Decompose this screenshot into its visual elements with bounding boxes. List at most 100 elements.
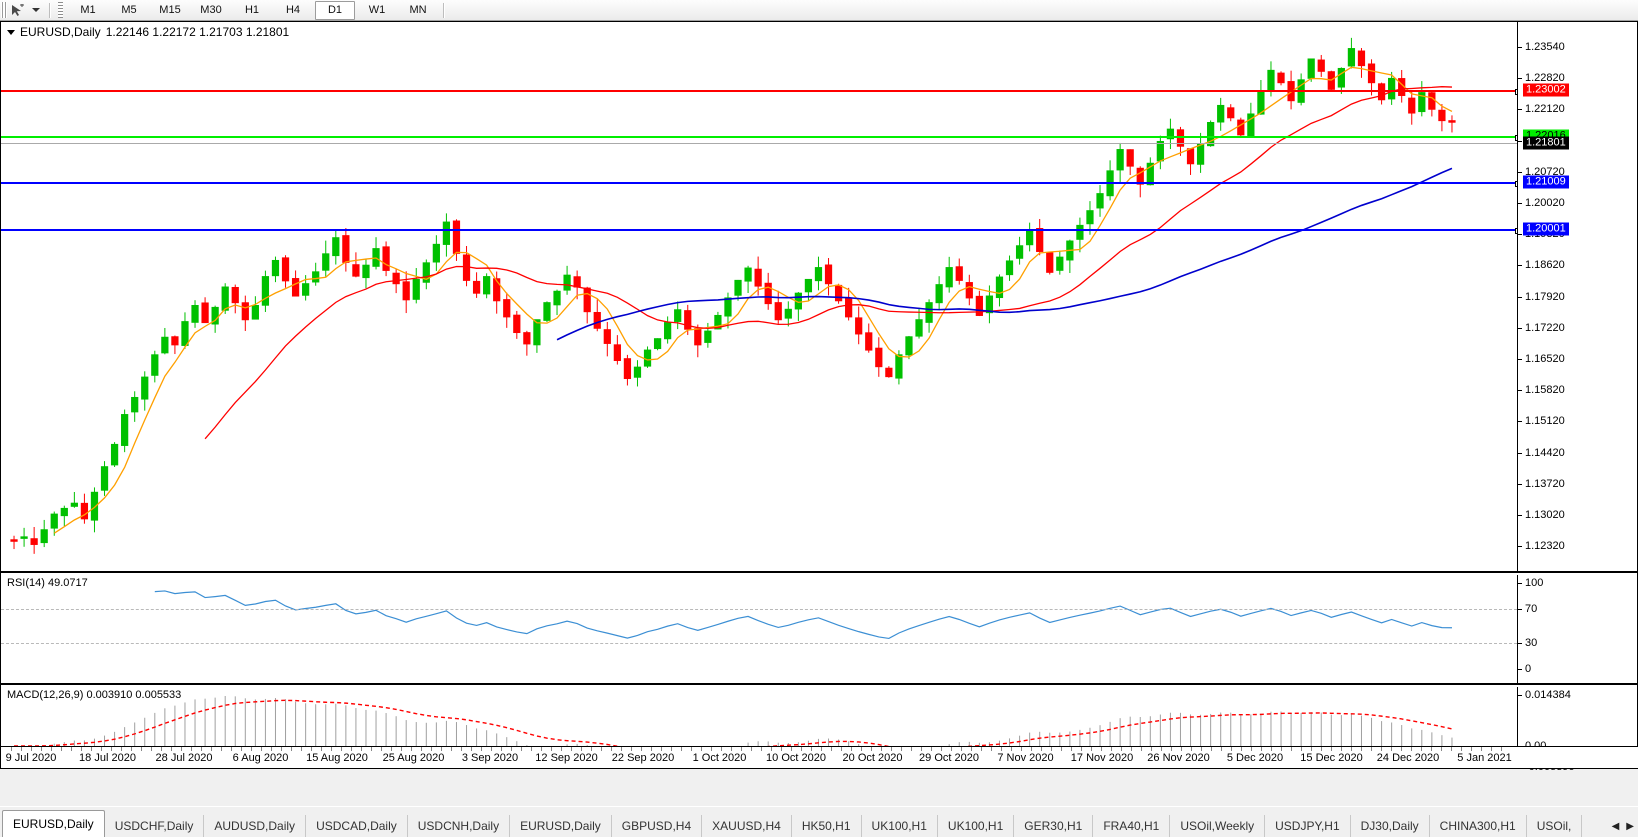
date-minor-tick — [621, 747, 622, 751]
chart-tab-active[interactable]: EURUSD,Daily — [2, 810, 105, 837]
rsi-pane[interactable]: RSI(14) 49.0717 100 70 30 0 — [1, 575, 1637, 685]
chart-symbol-header: EURUSD,Daily 1.22146 1.22172 1.21703 1.2… — [7, 25, 289, 39]
date-minor-tick — [1231, 747, 1232, 751]
chart-tab[interactable]: GBPUSD,H4 — [612, 815, 703, 837]
date-tick-label: 12 Sep 2020 — [535, 752, 598, 764]
chart-tab[interactable]: USOil, — [1527, 815, 1583, 837]
rsi-level-30 — [1, 643, 1517, 644]
chart-tab[interactable]: UK100,H1 — [938, 815, 1015, 837]
price-pane[interactable]: EURUSD,Daily 1.22146 1.22172 1.21703 1.2… — [1, 22, 1637, 573]
chevron-left-icon[interactable]: ◀ — [1611, 820, 1620, 832]
timeframe-m1[interactable]: M1 — [80, 4, 96, 16]
chart-tab[interactable]: FRA40,H1 — [1093, 815, 1171, 837]
price-scale[interactable]: 1.235401.228201.221201.214201.207201.200… — [1517, 22, 1637, 571]
rsi-tick-label: 0 — [1525, 663, 1532, 675]
chevron-down-icon[interactable] — [7, 29, 15, 35]
chart-area[interactable]: EURUSD,Daily 1.22146 1.22172 1.21703 1.2… — [0, 21, 1638, 773]
date-scale[interactable]: 9 Jul 2020 18 Jul 2020 28 Jul 2020 6 Aug 20… — [1, 746, 1638, 768]
date-minor-tick — [661, 747, 662, 751]
chart-tab-bar[interactable]: EURUSD,Daily USDCHF,Daily AUDUSD,Daily USDC… — [0, 806, 1638, 837]
date-minor-tick — [131, 747, 132, 751]
price-tick-label: 1.13020 — [1525, 509, 1565, 521]
date-minor-tick — [1031, 747, 1032, 751]
chart-tab[interactable]: CHINA300,H1 — [1430, 815, 1527, 837]
chart-tab[interactable]: DJ30,Daily — [1351, 815, 1430, 837]
price-tick-label: 1.17220 — [1525, 321, 1565, 334]
date-minor-tick — [431, 747, 432, 751]
date-minor-tick — [511, 747, 512, 751]
tab-scroll-controls[interactable]: ◀ ▶ — [1608, 815, 1638, 837]
price-badge[interactable]: 1.20001 — [1523, 222, 1569, 236]
chart-tab[interactable]: HK50,H1 — [792, 815, 862, 837]
date-minor-tick — [1441, 747, 1442, 751]
hline-level-blue-upper[interactable] — [1, 181, 1521, 187]
price-tick — [1518, 421, 1522, 423]
chart-tab[interactable]: EURUSD,Daily — [510, 815, 612, 837]
date-minor-tick — [1151, 747, 1152, 751]
date-minor-tick — [171, 747, 172, 751]
timeframe-m5[interactable]: M5 — [121, 4, 137, 16]
date-minor-tick — [411, 747, 412, 751]
date-minor-tick — [1131, 747, 1132, 751]
chart-tab[interactable]: XAUUSD,H4 — [702, 815, 792, 837]
date-minor-tick — [531, 747, 532, 751]
timeframe-mn[interactable]: MN — [409, 4, 427, 16]
price-tick-label: 1.12320 — [1525, 540, 1565, 553]
timeframe-h1[interactable]: H1 — [244, 4, 260, 16]
price-plot[interactable] — [1, 22, 1517, 571]
timeframe-m15[interactable]: M15 — [159, 4, 181, 16]
date-minor-tick — [261, 747, 262, 751]
date-minor-tick — [1111, 747, 1112, 751]
price-tick — [1518, 296, 1522, 298]
date-tick-label: 15 Aug 2020 — [306, 752, 368, 764]
chart-tab[interactable]: USDCAD,Daily — [306, 815, 408, 837]
date-minor-tick — [861, 747, 862, 751]
date-minor-tick — [331, 747, 332, 751]
chart-tab[interactable]: USDCHF,Daily — [105, 815, 205, 837]
price-tick-label: 1.15820 — [1525, 384, 1565, 397]
date-minor-tick — [451, 747, 452, 751]
date-minor-tick — [61, 747, 62, 751]
timeframe-d1[interactable]: D1 — [315, 0, 355, 20]
hline-level-blue-lower[interactable] — [1, 228, 1521, 234]
timeframe-h4[interactable]: H4 — [285, 4, 301, 16]
hline-resistance-red[interactable] — [1, 89, 1521, 95]
date-minor-tick — [1091, 747, 1092, 751]
chart-tab[interactable]: USOil,Weekly — [1170, 815, 1266, 837]
price-tick-label: 1.18620 — [1525, 259, 1565, 272]
chevron-down-icon[interactable] — [27, 2, 45, 18]
chart-tab[interactable]: USDCNH,Daily — [408, 815, 511, 837]
timeframe-m30[interactable]: M30 — [200, 4, 222, 16]
date-minor-tick — [521, 747, 522, 751]
price-badge[interactable]: 1.21801 — [1523, 136, 1569, 150]
date-minor-tick — [801, 747, 802, 751]
date-minor-tick — [561, 747, 562, 751]
price-tick — [1518, 327, 1522, 329]
timeframe-grip[interactable] — [58, 2, 63, 18]
hline-level-green[interactable] — [1, 135, 1521, 141]
chart-tab[interactable]: USDJPY,H1 — [1265, 815, 1351, 837]
date-tick-label: 6 Aug 2020 — [232, 752, 289, 764]
date-minor-tick — [1331, 747, 1332, 751]
toolbar-grip[interactable] — [1, 2, 7, 18]
crosshair-cursor-icon[interactable] — [9, 2, 27, 18]
price-badge[interactable]: 1.21009 — [1523, 175, 1569, 189]
price-tick — [1518, 171, 1522, 173]
price-tick — [1518, 359, 1522, 360]
date-minor-tick — [721, 747, 722, 751]
chart-tab[interactable]: AUDUSD,Daily — [204, 815, 307, 837]
date-minor-tick — [781, 747, 782, 751]
chevron-right-icon[interactable]: ▶ — [1626, 820, 1634, 832]
date-tick-label: 15 Dec 2020 — [1300, 752, 1363, 764]
timeframe-w1[interactable]: W1 — [368, 4, 386, 16]
date-minor-tick — [591, 747, 592, 751]
price-badge[interactable]: 1.23002 — [1523, 83, 1569, 97]
date-minor-tick — [241, 747, 242, 751]
date-minor-tick — [731, 747, 732, 751]
date-minor-tick — [461, 747, 462, 751]
date-minor-tick — [1251, 747, 1252, 751]
chart-tab[interactable]: UK100,H1 — [862, 815, 938, 837]
rsi-plot[interactable] — [1, 575, 1517, 683]
date-minor-tick — [1061, 747, 1062, 751]
chart-tab[interactable]: GER30,H1 — [1014, 815, 1094, 837]
